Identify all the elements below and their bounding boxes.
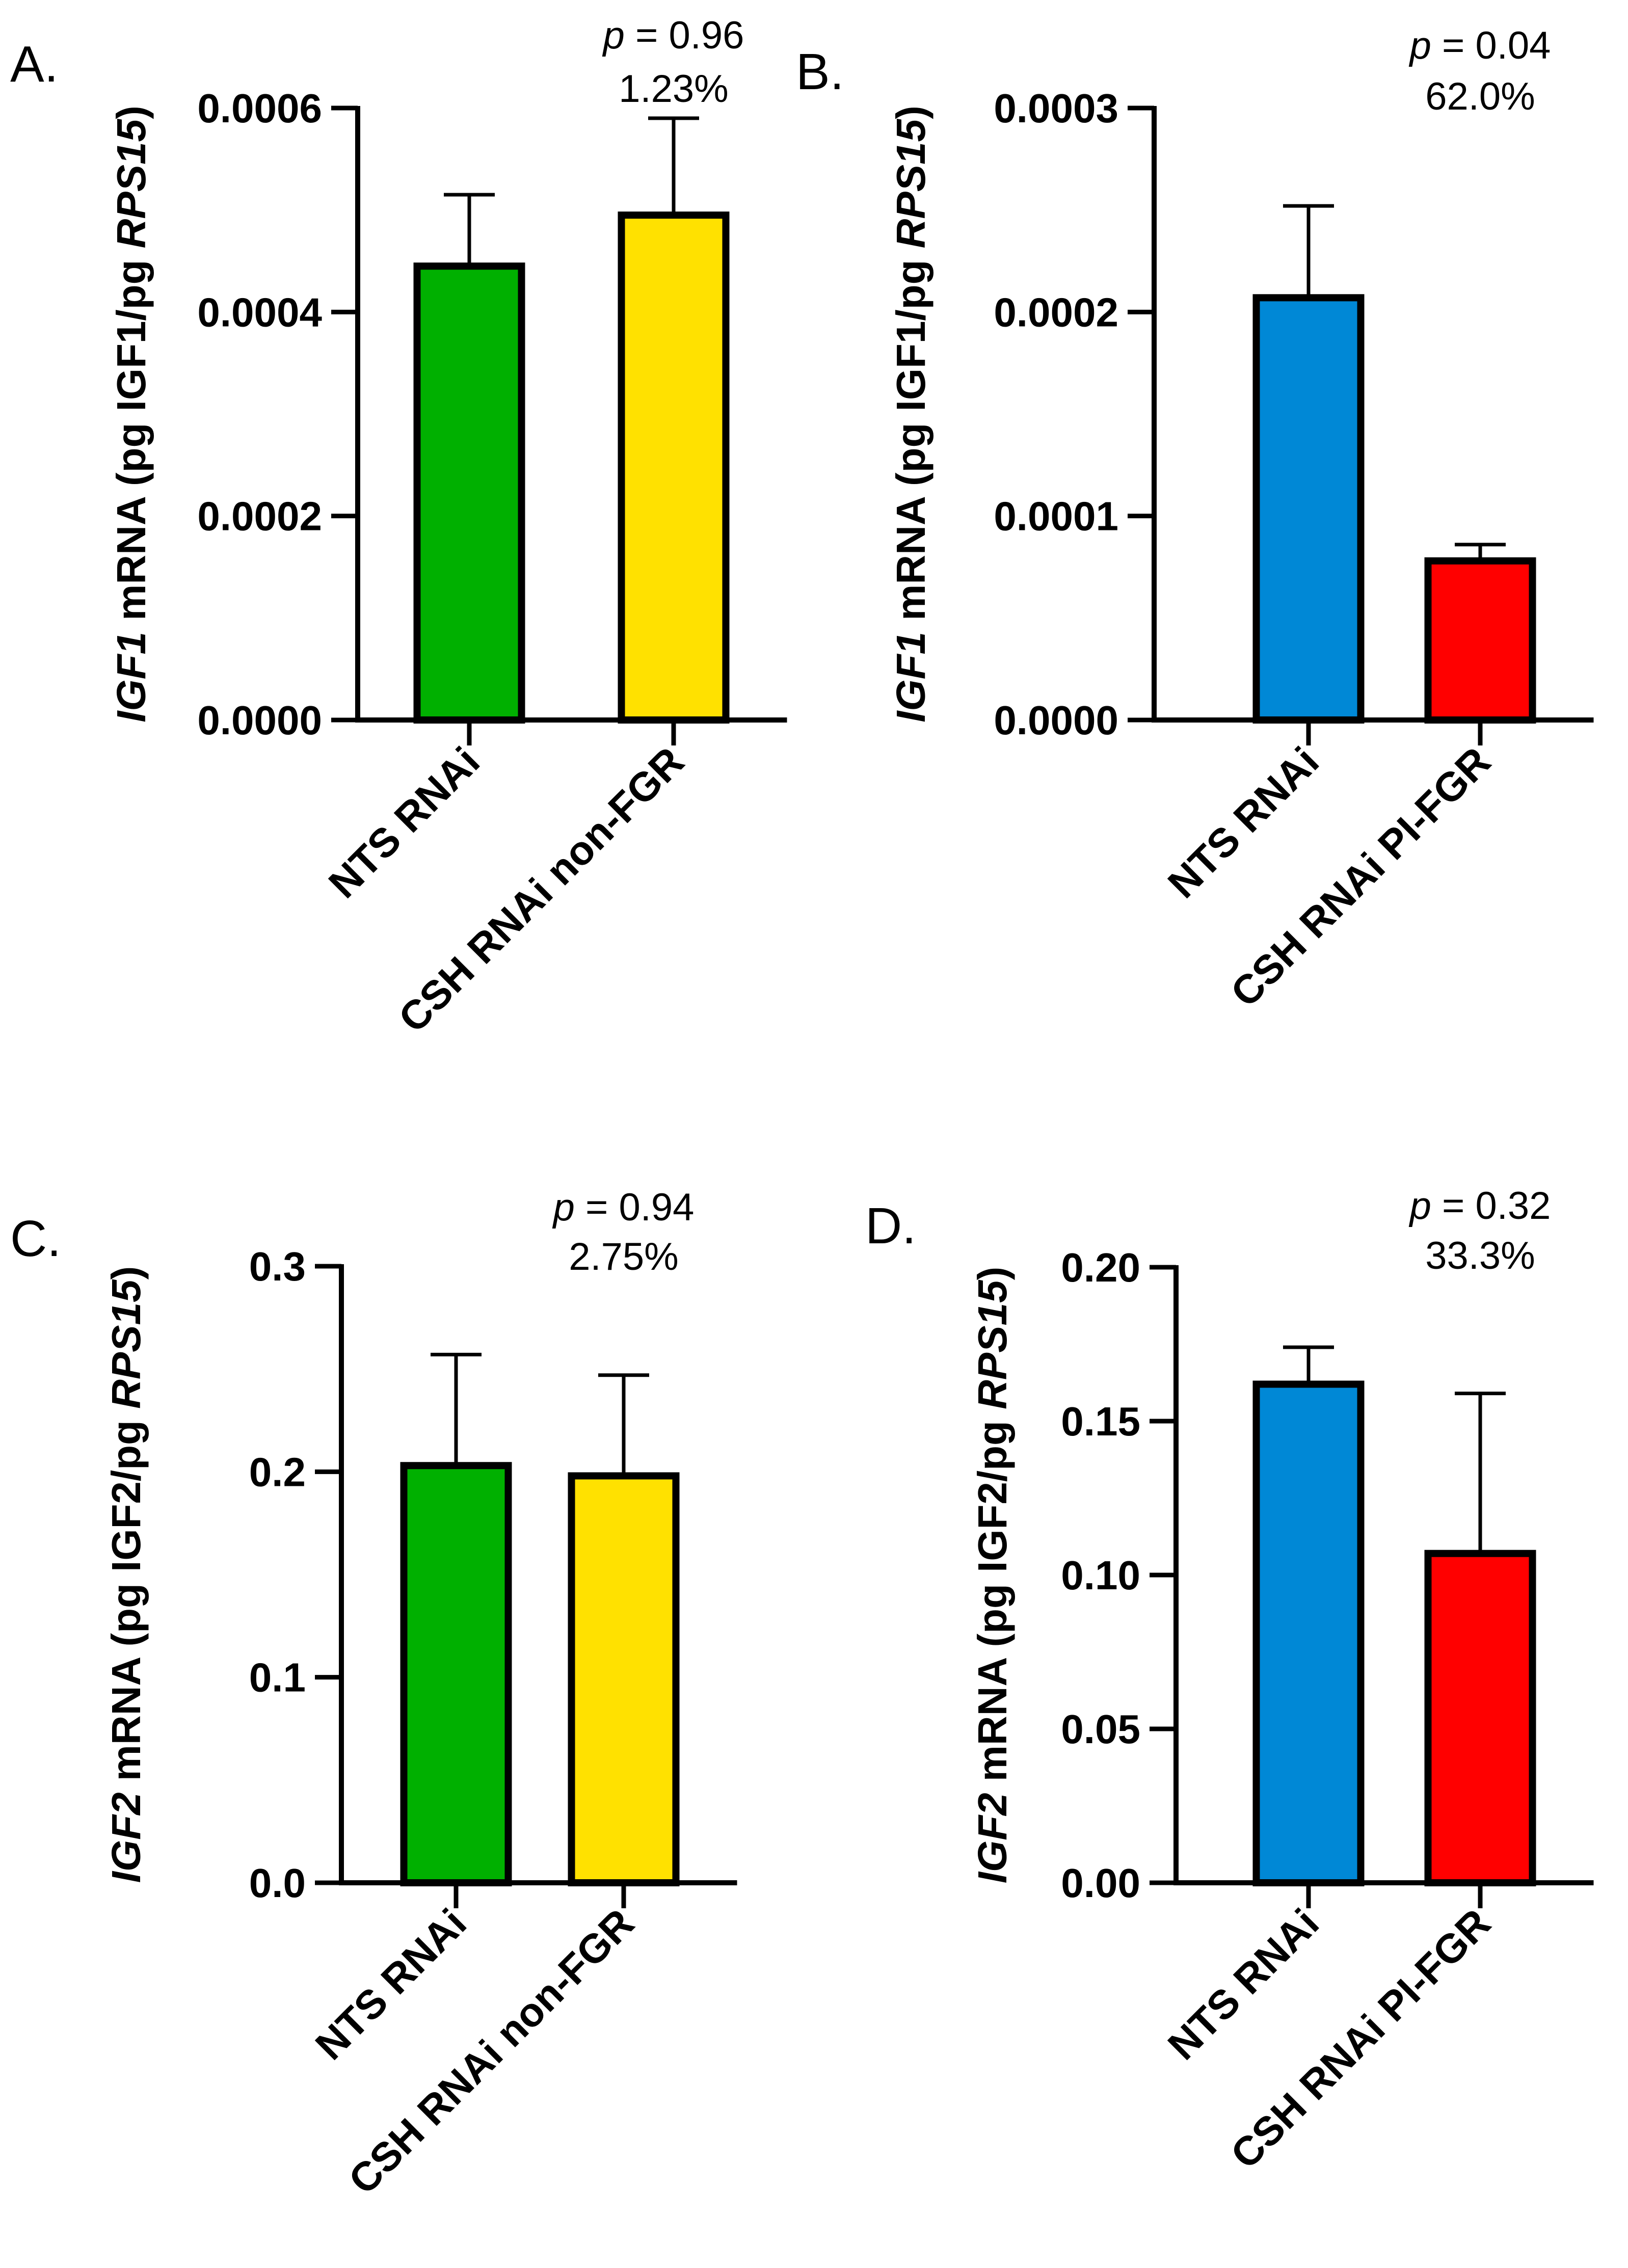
x-tick-label-nts-rnai: NTS RNAi <box>1159 1900 1327 2068</box>
p-value: = 0.32 <box>1431 1184 1551 1228</box>
y-label-close: ) <box>109 105 154 119</box>
y-tick-label: 0.00 <box>1061 1860 1140 1906</box>
p-value: = 0.04 <box>1431 24 1551 67</box>
y-tick-label: 0.0002 <box>994 289 1118 335</box>
panel-c: C. p = 0.94 2.75% IGF2 mRNA (pg IGF2/pg RPS… <box>10 1186 737 2203</box>
bar-nts-rnai <box>1252 1380 1365 1886</box>
x-tick-label-nts-rnai: NTS RNAi <box>320 738 488 906</box>
panel-letter: C. <box>10 1210 61 1267</box>
y-tick-label: 0.0004 <box>197 289 322 335</box>
panel-d: D. p = 0.32 33.3% IGF2 mRNA (pg IGF2/pg RPS… <box>865 1184 1594 2177</box>
y-tick-label: 0.0002 <box>197 494 322 539</box>
y-axis-label: IGF2 mRNA (pg IGF2/pg RPS15) <box>970 1267 1015 1883</box>
y-label-gene: IGF1 <box>109 632 154 723</box>
x-tick-label-csh-rnai-non-fgr: CSH RNAi non-FGR <box>340 1900 643 2203</box>
p-value-annotation: p = 0.04 <box>1409 24 1551 67</box>
x-tick-label-nts-rnai: NTS RNAi <box>307 1900 475 2068</box>
y-label-close: ) <box>103 1266 149 1280</box>
p-value-annotation: p = 0.32 <box>1409 1184 1551 1228</box>
panel-letter: A. <box>10 36 58 93</box>
y-axis-label: IGF1 mRNA (pg IGF1/pg RPS15) <box>109 105 154 722</box>
y-label-close: ) <box>970 1267 1015 1280</box>
p-value: = 0.94 <box>575 1186 695 1229</box>
y-tick-label: 0.0000 <box>197 698 322 743</box>
bar-csh-rnai-pi-fgr <box>1424 557 1536 724</box>
y-axis-label: IGF2 mRNA (pg IGF2/pg RPS15) <box>103 1266 149 1883</box>
y-axis-label: IGF1 mRNA (pg IGF1/pg RPS15) <box>888 105 933 722</box>
bar-csh-rnai-non-fgr <box>618 211 730 724</box>
bar-nts-rnai <box>400 1462 512 1887</box>
y-label-reference: RPS15 <box>970 1279 1015 1409</box>
y-label-reference: RPS15 <box>888 118 933 248</box>
y-tick-label: 0.3 <box>249 1244 306 1289</box>
percent-annotation: 33.3% <box>1425 1234 1535 1277</box>
y-tick-label: 0.0000 <box>994 698 1118 743</box>
y-label-close: ) <box>888 105 933 119</box>
y-label-unit: mRNA (pg IGF2/pg <box>970 1409 1015 1793</box>
panel-a: A. p = 0.96 1.23% IGF1 mRNA (pg IGF1/pg RPS… <box>10 14 787 1041</box>
panel-letter: B. <box>796 43 844 100</box>
bar-nts-rnai <box>1252 294 1365 724</box>
p-symbol: p <box>602 14 625 57</box>
y-tick-label: 0.0 <box>249 1860 306 1906</box>
y-label-gene: IGF2 <box>103 1792 149 1883</box>
panel-b: B. p = 0.04 62.0% IGF1 mRNA (pg IGF1/pg RPS… <box>796 24 1594 1016</box>
y-label-unit: mRNA (pg IGF2/pg <box>103 1409 149 1793</box>
y-tick-label: 0.20 <box>1061 1245 1140 1290</box>
y-tick-label: 0.15 <box>1061 1399 1140 1444</box>
x-tick-label-nts-rnai: NTS RNAi <box>1159 738 1327 906</box>
percent-annotation: 62.0% <box>1425 75 1535 118</box>
p-value-annotation: p = 0.94 <box>552 1186 695 1229</box>
y-tick-label: 0.2 <box>249 1449 306 1495</box>
y-tick-label: 0.10 <box>1061 1553 1140 1598</box>
p-value: = 0.96 <box>625 14 744 57</box>
bar-csh-rnai-non-fgr <box>568 1472 680 1886</box>
p-symbol: p <box>1409 1184 1431 1228</box>
y-tick-label: 0.0001 <box>994 494 1118 539</box>
y-label-gene: IGF1 <box>888 632 933 723</box>
y-label-unit: mRNA (pg IGF1/pg <box>888 248 933 632</box>
y-label-reference: RPS15 <box>103 1279 149 1409</box>
bar-csh-rnai-pi-fgr <box>1424 1550 1536 1886</box>
percent-annotation: 2.75% <box>569 1235 679 1278</box>
y-tick-label: 0.0003 <box>994 86 1118 131</box>
y-label-reference: RPS15 <box>109 118 154 248</box>
y-label-unit: mRNA (pg IGF1/pg <box>109 248 154 632</box>
percent-annotation: 1.23% <box>619 67 729 111</box>
y-tick-label: 0.05 <box>1061 1706 1140 1752</box>
y-tick-label: 0.0006 <box>197 86 322 131</box>
p-symbol: p <box>552 1186 575 1229</box>
y-tick-label: 0.1 <box>249 1655 306 1700</box>
bar-nts-rnai <box>413 262 525 724</box>
p-symbol: p <box>1409 24 1431 67</box>
p-value-annotation: p = 0.96 <box>602 14 744 57</box>
y-label-gene: IGF2 <box>970 1793 1015 1883</box>
panel-letter: D. <box>865 1197 916 1255</box>
